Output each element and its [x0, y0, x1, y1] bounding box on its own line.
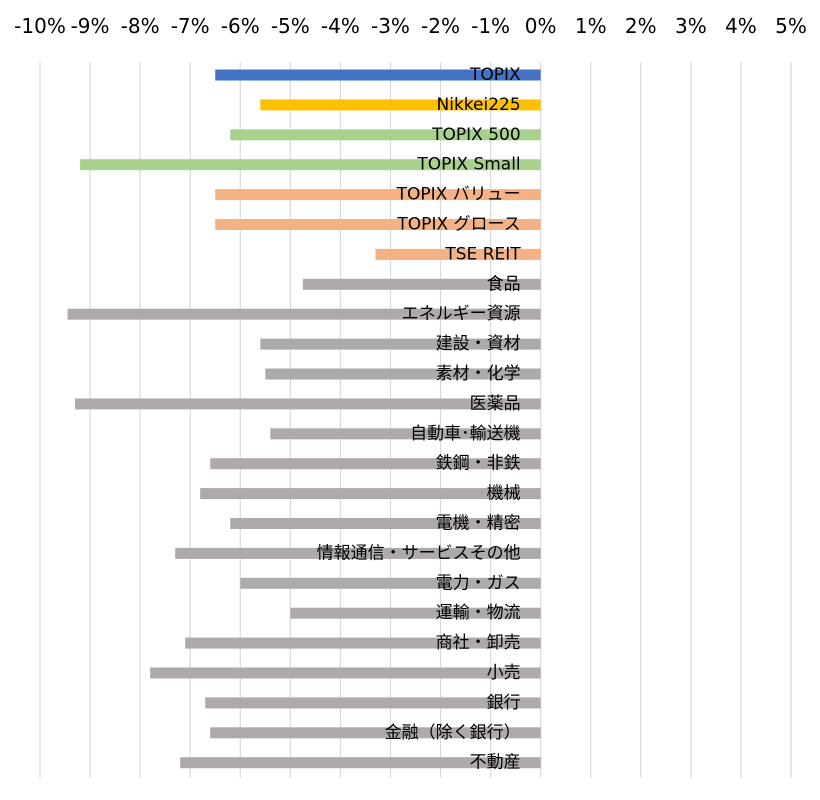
x-tick-label: -10%: [14, 14, 66, 38]
bar: [80, 159, 541, 171]
category-label: 機械: [487, 484, 521, 504]
category-label: TSE REIT: [444, 244, 521, 264]
category-label: 情報通信・サービスその他: [317, 543, 521, 563]
x-tick-label: -1%: [471, 14, 510, 38]
bar: [302, 278, 541, 290]
bar: [210, 458, 541, 470]
bar: [230, 129, 541, 141]
bar: [180, 757, 541, 769]
bar: [185, 637, 541, 649]
x-tick-label: -9%: [71, 14, 110, 38]
x-tick-label: 2%: [625, 14, 657, 38]
bars: [67, 69, 541, 769]
bar: [210, 727, 541, 739]
x-tick-label: -2%: [421, 14, 460, 38]
x-tick-label: -5%: [271, 14, 310, 38]
x-tick-label: 0%: [525, 14, 557, 38]
category-label: TOPIX 500: [431, 125, 521, 145]
category-label: 食品: [487, 274, 521, 294]
x-tick-label: -3%: [371, 14, 410, 38]
bar: [215, 219, 541, 230]
category-label: 商社・卸売: [436, 633, 521, 653]
category-label: 建設・資材: [436, 334, 521, 354]
bar: [240, 577, 541, 589]
category-label: エネルギー資源: [402, 304, 521, 324]
category-label: Nikkei225: [437, 95, 521, 115]
category-label: 電力・ガス: [436, 573, 521, 593]
x-tick-label: -7%: [171, 14, 210, 38]
category-label: 鉄鋼・非鉄: [436, 454, 521, 474]
category-label: TOPIX: [469, 65, 521, 85]
x-axis-tick-labels: -10% -9% -8% -7% -6% -5% -4% -3% -2% -1% 0% 1% 2% 3% 4…: [14, 14, 807, 38]
category-label: 素材・化学: [436, 364, 521, 384]
category-label: 銀行: [487, 693, 521, 713]
grid-lines: [39, 62, 792, 778]
bar: [270, 428, 541, 440]
x-tick-label: -6%: [221, 14, 260, 38]
bar: [265, 368, 541, 380]
category-label: 不動産: [470, 753, 521, 773]
bar: [375, 248, 541, 260]
bar: [215, 69, 541, 81]
x-tick-label: 4%: [725, 14, 757, 38]
category-label: 自動車･輸送機: [410, 424, 521, 444]
bar: [150, 667, 541, 679]
bar: [67, 308, 541, 320]
x-tick-label: -4%: [321, 14, 360, 38]
bar: [75, 398, 541, 410]
bar: [200, 488, 541, 500]
category-label: TOPIX バリュー: [396, 185, 521, 205]
x-tick-label: 5%: [775, 14, 807, 38]
bar: [260, 338, 541, 350]
bar: [260, 99, 541, 111]
category-label: 運輸・物流: [436, 603, 521, 623]
category-label: 電機・精密: [436, 514, 521, 534]
bar: [215, 189, 541, 201]
x-tick-label: -8%: [121, 14, 160, 38]
category-labels: TOPIX Nikkei225 TOPIX 500 TOPIX Small TOPIX …: [317, 65, 522, 773]
bar: [205, 697, 541, 709]
bar: [290, 607, 541, 619]
x-tick-label: 1%: [575, 14, 607, 38]
category-label: TOPIX グロース: [396, 215, 520, 235]
bar: [230, 518, 541, 529]
category-label: 小売: [487, 663, 521, 683]
category-label: TOPIX Small: [416, 155, 520, 175]
bar: [175, 547, 541, 559]
category-label: 医薬品: [470, 394, 521, 414]
x-tick-label: 3%: [675, 14, 707, 38]
category-label: 金融（除く銀行）: [385, 723, 521, 743]
